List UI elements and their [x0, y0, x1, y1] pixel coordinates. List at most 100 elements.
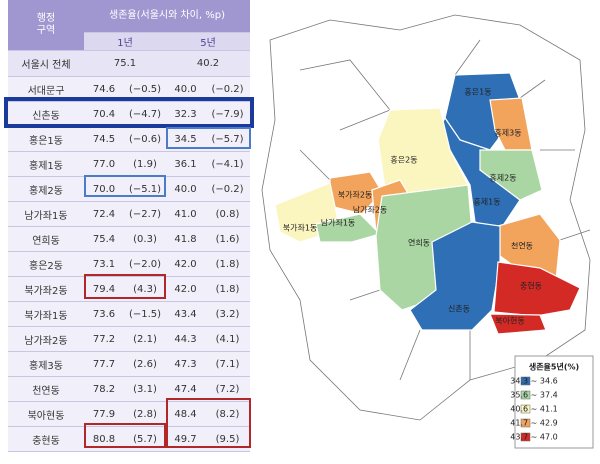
region-label: 충현동 — [520, 282, 542, 291]
cell: (2.6) — [124, 351, 166, 377]
cell: 75.4 — [84, 226, 124, 252]
cell: (−7.9) — [205, 101, 250, 127]
region-label: 신촌동 — [448, 305, 470, 314]
cell: (1.8) — [205, 251, 250, 277]
cell: 42.0 — [166, 251, 205, 277]
region-label: 홍제1동 — [473, 197, 500, 207]
map-region — [315, 213, 382, 243]
cell: 충현동 — [8, 426, 84, 452]
legend-title: 생존율5년(%) — [529, 362, 579, 372]
cell: 신촌동 — [8, 101, 84, 127]
region-label: 홍제3동 — [494, 128, 521, 138]
cell: 75.1 — [84, 50, 166, 77]
row: 서대문구 74.6 (−0.5) 40.0 (−0.2) — [8, 76, 250, 102]
highlight — [4, 97, 254, 128]
map-outline — [261, 14, 591, 421]
cell: (2.8) — [124, 401, 166, 427]
highlight — [84, 423, 166, 448]
cell: 홍은2동 — [8, 251, 84, 277]
row: 북가좌2동 79.4 (4.3) 42.0 (1.8) — [8, 276, 250, 302]
cell: 북가좌1동 — [8, 301, 84, 327]
cell: (−1.5) — [124, 301, 166, 327]
cell: 북가좌2동 — [8, 276, 84, 302]
cell: 40.2 — [166, 50, 250, 77]
legend-label: 35.6 ~ 37.4 — [510, 391, 557, 400]
map-region — [489, 313, 547, 335]
highlight — [84, 175, 166, 197]
cell: 연희동 — [8, 226, 84, 252]
cell: 북아현동 — [8, 401, 84, 427]
row: 북가좌1동 73.6 (−1.5) 43.4 (3.2) — [8, 301, 250, 327]
row: 연희동 75.4 (0.3) 41.8 (1.6) — [8, 226, 250, 252]
region-label: 홍은2동 — [390, 155, 417, 165]
row: 남가좌2동 77.2 (2.1) 44.3 (4.1) — [8, 326, 250, 352]
legend-swatch — [520, 376, 531, 386]
cell: 남가좌2동 — [8, 326, 84, 352]
header-cell: 행정 구역 — [8, 0, 84, 51]
header-cell: 5년 — [166, 32, 250, 51]
region-label: 홍제2동 — [489, 173, 516, 183]
cell: (−2.0) — [124, 251, 166, 277]
row: 홍제3동 77.7 (2.6) 47.3 (7.1) — [8, 351, 250, 377]
region-label: 천연동 — [511, 241, 533, 251]
cell: (−5.1) — [124, 176, 166, 202]
cell: 47.3 — [166, 351, 205, 377]
cell: (3.2) — [205, 301, 250, 327]
row: 홍제1동 77.0 (1.9) 36.1 (−4.1) — [8, 151, 250, 177]
cell: (3.1) — [124, 376, 166, 402]
cell: (−4.7) — [124, 101, 166, 127]
region-label: 홍은1동 — [464, 87, 491, 97]
legend-label: 34.3 ~ 34.6 — [510, 377, 557, 386]
cell: (2.1) — [124, 326, 166, 352]
cell: 44.3 — [166, 326, 205, 352]
cell: 77.7 — [84, 351, 124, 377]
legend-swatch — [520, 418, 531, 428]
cell: 42.0 — [166, 276, 205, 302]
cell: 77.0 — [84, 151, 124, 177]
region-label: 북가좌2동 — [338, 191, 373, 200]
region-label: 북아현동 — [495, 316, 524, 326]
cell: 72.4 — [84, 201, 124, 227]
cell: 홍은1동 — [8, 126, 84, 152]
cell: 73.6 — [84, 301, 124, 327]
header-cell: 생존율(서울시와 차이, %p) — [84, 0, 250, 33]
cell: (−2.7) — [124, 201, 166, 227]
region-label: 남가좌1동 — [321, 219, 356, 228]
legend-label: 43.7 ~ 47.0 — [510, 433, 557, 442]
highlight — [84, 274, 166, 299]
row: 홍은2동 73.1 (−2.0) 42.0 (1.8) — [8, 251, 250, 277]
row: 남가좌1동 72.4 (−2.7) 41.0 (0.8) — [8, 201, 250, 227]
cell: 남가좌1동 — [8, 201, 84, 227]
header-row: 1년 5년 — [8, 32, 250, 51]
legend-label: 40.6 ~ 41.1 — [510, 405, 557, 414]
map-region — [493, 261, 581, 317]
highlight — [166, 127, 251, 149]
legend-swatch — [520, 432, 531, 442]
cell: 40.0 — [166, 176, 205, 202]
cell: 36.1 — [166, 151, 205, 177]
cell: (4.1) — [205, 326, 250, 352]
cell: (1.6) — [205, 226, 250, 252]
cell: 43.4 — [166, 301, 205, 327]
cell: (0.8) — [205, 201, 250, 227]
survival-table: 행정 구역 생존율(서울시와 차이, %p) 1년 5년 서울시 전체 75.1… — [8, 0, 250, 452]
highlight — [166, 398, 251, 448]
cell: 천연동 — [8, 376, 84, 402]
region-label: 북가좌1동 — [283, 224, 318, 233]
legend-box — [514, 355, 594, 449]
header-row: 행정 구역 생존율(서울시와 차이, %p) — [8, 0, 250, 51]
row: 홍제2동 70.0 (−5.1) 40.0 (−0.2) — [8, 176, 250, 202]
cell: (7.1) — [205, 351, 250, 377]
cell: (−4.1) — [205, 151, 250, 177]
cell: (1.8) — [205, 276, 250, 302]
cell: 70.0 — [84, 176, 124, 202]
cell: (−0.2) — [205, 176, 250, 202]
cell: 48.4 — [166, 401, 205, 427]
cell: 47.4 — [166, 376, 205, 402]
cell: (7.2) — [205, 376, 250, 402]
cell: 77.2 — [84, 326, 124, 352]
cell: (8.2) — [205, 401, 250, 427]
total-row: 서울시 전체 75.1 40.2 — [8, 50, 250, 77]
